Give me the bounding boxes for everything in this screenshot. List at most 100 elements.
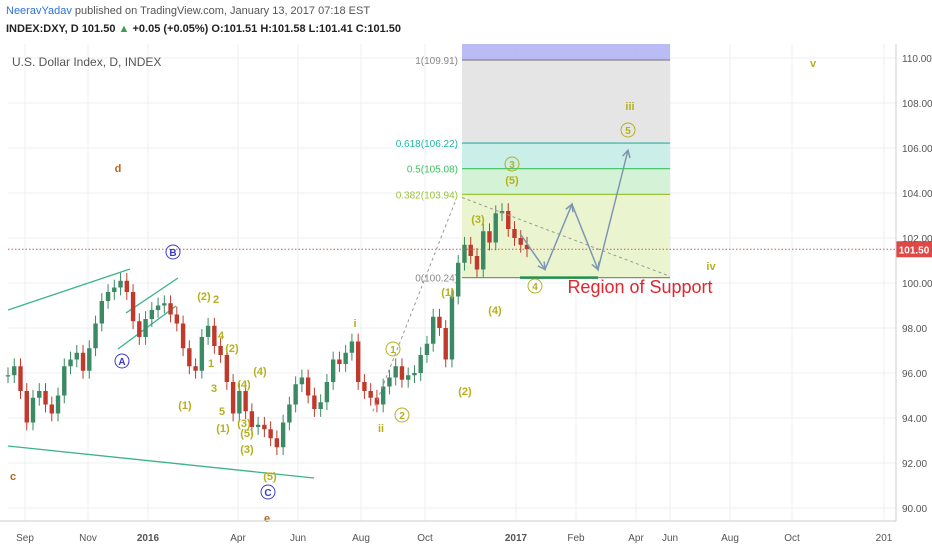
- y-tick-label: 104.00: [902, 189, 932, 200]
- price-bar: [80, 352, 86, 371]
- wave-label: 5: [219, 406, 225, 418]
- price-bar: [368, 391, 373, 398]
- price-bar: [387, 377, 392, 387]
- y-tick-label: 110.00: [902, 54, 932, 65]
- publish-line: NeeravYadav published on TradingView.com…: [6, 5, 370, 17]
- price-bar: [349, 341, 355, 353]
- region-of-support-label: Region of Support: [567, 277, 712, 297]
- wave-label: 3: [509, 160, 515, 171]
- dashed-trend-line: [461, 197, 671, 277]
- wave-label: (4): [488, 305, 502, 317]
- fib-level-label: 1(109.91): [415, 56, 458, 67]
- wave-label: 3: [211, 383, 217, 395]
- wave-label: (5): [263, 471, 277, 483]
- price-bar: [162, 303, 167, 306]
- projection-overlay: 101.50: [8, 148, 932, 414]
- wave-label: (3): [237, 418, 251, 430]
- wave-label: 2: [213, 294, 219, 306]
- author-link[interactable]: NeeravYadav: [6, 5, 72, 17]
- price-bar: [330, 359, 336, 382]
- price-chart[interactable]: 1(109.91) 0.618(106.22) 0.5(105.08) 0.382(1…: [0, 44, 932, 550]
- wave-circle: [114, 353, 130, 369]
- wave-label: A: [118, 357, 125, 368]
- price-bar: [405, 375, 411, 380]
- x-tick-label: Nov: [79, 533, 97, 544]
- wave-label: i: [353, 318, 356, 330]
- ohlc-line: INDEX:DXY, D 101.50 ▲ +0.05 (+0.05%) O:1…: [6, 23, 401, 35]
- symbol-label: INDEX:DXY, D: [6, 23, 79, 35]
- price-bar: [268, 429, 273, 439]
- dashed-trend-line: [371, 201, 456, 414]
- price-bar: [187, 348, 192, 367]
- wave-label: 1: [390, 345, 396, 356]
- wave-label: (1): [216, 423, 230, 435]
- fib-zone-grey: [462, 60, 670, 144]
- price-bar: [518, 238, 523, 245]
- price-bar: [493, 213, 498, 243]
- wave-circle: [385, 341, 401, 357]
- x-tick-label: 2017: [505, 533, 528, 544]
- x-tick-label: Jun: [290, 533, 306, 544]
- price-bar: [49, 404, 54, 414]
- y-tick-label: 94.00: [902, 414, 927, 425]
- price-bar: [462, 244, 467, 263]
- price-bar: [412, 373, 417, 376]
- wave-label: (3): [471, 214, 485, 226]
- price-bar: [205, 325, 211, 337]
- price-bar: [174, 314, 180, 324]
- wave-label: (2): [225, 343, 239, 355]
- wave-label: (4): [253, 366, 267, 378]
- wave-circle: [394, 407, 410, 423]
- wave-label: 4: [218, 330, 225, 342]
- price-bar: [118, 280, 123, 288]
- close-value: C:101.50: [355, 23, 402, 35]
- wave-label: (2): [458, 386, 472, 398]
- x-tick-label: Oct: [417, 533, 433, 544]
- fib-zone-lime: [462, 194, 670, 278]
- price-bar: [237, 391, 242, 414]
- price-bar: [524, 244, 530, 250]
- wave-label: (1): [178, 400, 192, 412]
- high-value: H:101.58: [260, 23, 306, 35]
- wave-label: (2): [197, 291, 211, 303]
- price-bar: [243, 391, 248, 412]
- price-bar: [62, 366, 67, 396]
- wave-circle: [260, 484, 276, 500]
- price-bar: [74, 352, 79, 360]
- price-bar: [124, 280, 130, 292]
- wave-circle: [620, 122, 636, 138]
- x-tick-label: Feb: [567, 533, 585, 544]
- price-bar: [305, 377, 311, 396]
- price-bar: [37, 391, 42, 398]
- x-tick-label: 201: [876, 533, 893, 544]
- open-value: O:101.51: [211, 23, 258, 35]
- price-bar: [55, 395, 61, 414]
- up-arrow-icon: ▲: [118, 23, 130, 35]
- fib-level-label: 0.5(105.08): [407, 165, 458, 176]
- y-tick-label: 100.00: [902, 279, 932, 290]
- price-bar: [399, 366, 405, 380]
- fib-zone-green: [462, 168, 670, 195]
- y-tick-label: 90.00: [902, 504, 927, 515]
- wave-label: iii: [625, 101, 634, 113]
- projection-arrowhead: [591, 261, 600, 271]
- chart-grid: [8, 44, 896, 521]
- x-tick-label: Oct: [784, 533, 800, 544]
- wave-label: (4): [237, 379, 251, 391]
- fib-level-label: 0.382(103.94): [396, 190, 458, 201]
- wave-label: d: [115, 163, 122, 175]
- price-bar: [12, 366, 17, 376]
- fib-zone-teal: [462, 143, 670, 169]
- price-bar: [137, 321, 142, 337]
- price-bar: [199, 337, 205, 371]
- price-bar: [424, 343, 430, 355]
- price-bar: [362, 382, 367, 391]
- price-bars: [5, 203, 530, 456]
- last-price-tag-label: 101.50: [899, 245, 930, 256]
- fib-level-label: 0(100.24): [415, 274, 458, 285]
- price-bar: [312, 395, 317, 409]
- fib-level-label: 0.618(106.22): [396, 139, 458, 150]
- price-bar: [293, 384, 298, 405]
- wave-label: e: [264, 513, 270, 525]
- wave-label: 1: [208, 358, 214, 370]
